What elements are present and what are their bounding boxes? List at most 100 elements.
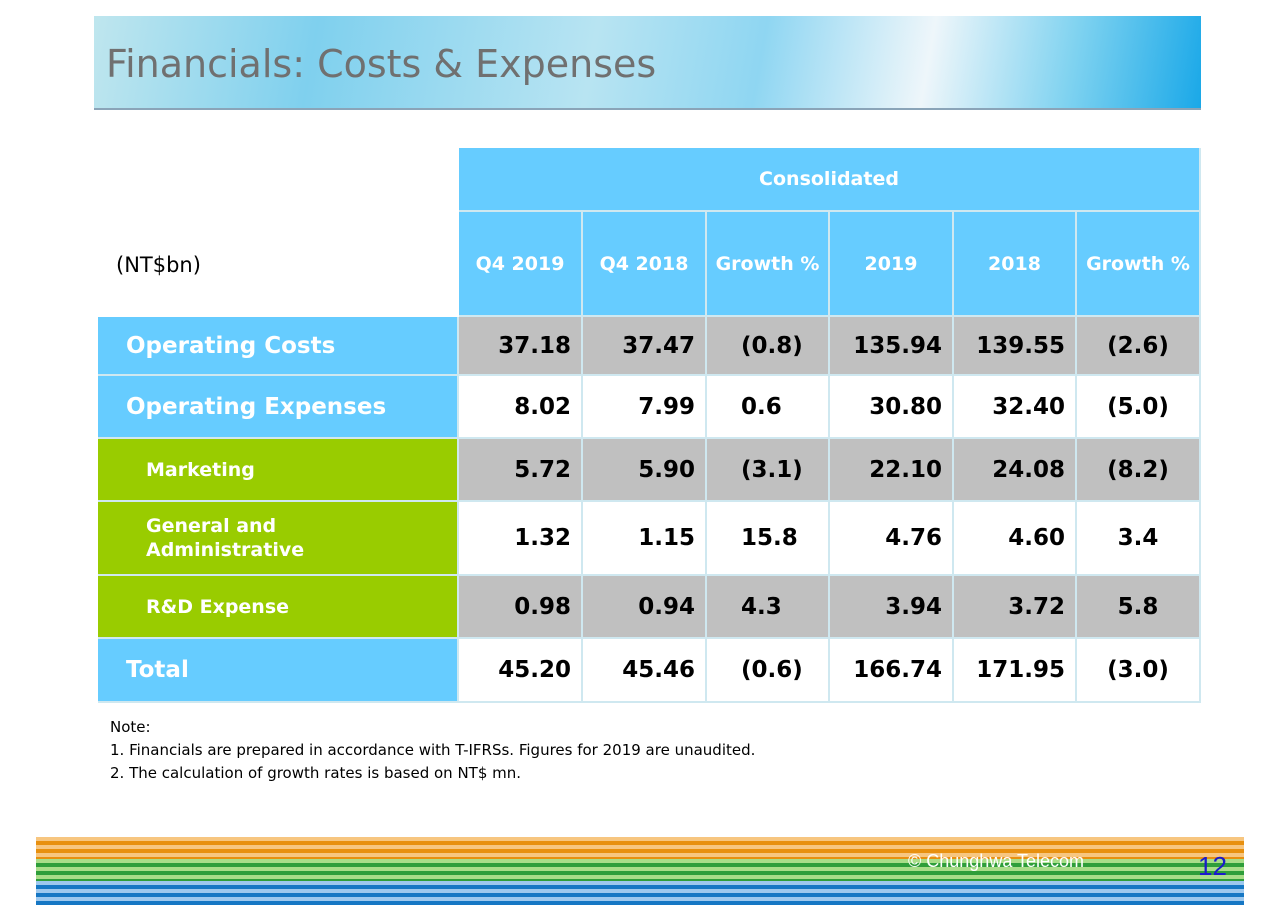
table-cell-text: 45.46 [622, 657, 695, 683]
column-header-text: Q4 2018 [599, 252, 689, 275]
unit-label: (NT$bn) [116, 253, 201, 277]
table-cell: 4.76 [830, 502, 954, 576]
table-cell: 30.80 [830, 376, 954, 439]
copyright: © Chunghwa Telecom [908, 851, 1085, 871]
table-cell: 3.4 [1077, 502, 1201, 576]
row-label: Marketing [98, 439, 459, 502]
table-cell: (0.8) [707, 317, 830, 376]
table-cell: 0.98 [459, 576, 583, 639]
table-cell-text: 8.02 [514, 393, 571, 420]
table-cell-text: (2.6) [1107, 332, 1169, 359]
table-cell: 5.90 [583, 439, 707, 502]
table-cell: (8.2) [1077, 439, 1201, 502]
column-header-text: 2019 [864, 252, 918, 275]
table-cell-text: 3.72 [1008, 593, 1065, 620]
table-cell: 139.55 [954, 317, 1077, 376]
table-cell: 5.8 [1077, 576, 1201, 639]
table-cell: 135.94 [830, 317, 954, 376]
table-cell-text: 24.08 [992, 456, 1065, 483]
column-header-text: Growth % [1086, 252, 1190, 275]
table-cell-text: (0.8) [741, 332, 803, 359]
table-cell-text: 4.60 [1008, 525, 1065, 551]
table-cell-text: 5.8 [1117, 593, 1159, 620]
table-cell-text: 135.94 [853, 332, 942, 359]
page-title: Financials: Costs & Expenses [106, 42, 657, 86]
column-header-text: Q4 2019 [475, 252, 565, 275]
table-cell-text: 22.10 [869, 456, 942, 483]
group-header-consolidated-text: Consolidated [759, 168, 899, 190]
table-cell-text: (3.1) [741, 456, 803, 483]
column-header: 2019 [830, 212, 954, 317]
row-label-text: General and Administrative [146, 515, 305, 561]
table-cell: (2.6) [1077, 317, 1201, 376]
note-item: 2. The calculation of growth rates is ba… [110, 764, 522, 782]
row-label-text: R&D Expense [146, 595, 290, 618]
table-cell: 4.60 [954, 502, 1077, 576]
table-cell: 8.02 [459, 376, 583, 439]
table-cell-text: 1.15 [638, 525, 695, 551]
row-label: General and Administrative [98, 502, 459, 576]
table-cell-text: 0.94 [638, 593, 695, 620]
table-cell-text: 37.18 [498, 332, 571, 359]
table-cell-text: 171.95 [976, 657, 1065, 683]
table-cell-text: 37.47 [622, 332, 695, 359]
table-cell-text: 30.80 [869, 393, 942, 420]
table-cell: 4.3 [707, 576, 830, 639]
table-cell-text: 0.6 [741, 393, 782, 420]
table-cell: 45.46 [583, 639, 707, 703]
table-cell: 5.72 [459, 439, 583, 502]
table-cell: 171.95 [954, 639, 1077, 703]
row-label-text: Operating Expenses [126, 393, 387, 420]
table-cell-text: (3.0) [1107, 657, 1169, 683]
table-cell: (5.0) [1077, 376, 1201, 439]
table-cell: 37.18 [459, 317, 583, 376]
row-label: Operating Expenses [98, 376, 459, 439]
title-banner: Financials: Costs & Expenses [94, 16, 1201, 110]
table-cell-text: 32.40 [992, 393, 1065, 420]
column-header: Growth % [707, 212, 830, 317]
group-header-consolidated: Consolidated [459, 148, 1201, 212]
row-label: R&D Expense [98, 576, 459, 639]
column-header: 2018 [954, 212, 1077, 317]
table-cell: 0.6 [707, 376, 830, 439]
table-cell-text: 0.98 [514, 593, 571, 620]
table-cell-text: 4.76 [885, 525, 942, 551]
table-cell: 45.20 [459, 639, 583, 703]
table-cell: 22.10 [830, 439, 954, 502]
column-header-text: Growth % [715, 252, 820, 275]
table-cell-text: 15.8 [741, 525, 798, 551]
table-cell: 3.94 [830, 576, 954, 639]
table-cell: 1.15 [583, 502, 707, 576]
table-cell-text: 45.20 [498, 657, 571, 683]
column-header: Q4 2018 [583, 212, 707, 317]
row-label-text: Marketing [146, 458, 255, 481]
table-cell-text: 4.3 [741, 593, 782, 620]
table-cell: 32.40 [954, 376, 1077, 439]
page-number: 12 [1198, 851, 1227, 881]
footer-stripes [36, 837, 1244, 905]
row-label: Operating Costs [98, 317, 459, 376]
column-header: Growth % [1077, 212, 1201, 317]
table-cell: 24.08 [954, 439, 1077, 502]
table-cell-text: 5.72 [514, 456, 571, 483]
table-cell: 15.8 [707, 502, 830, 576]
table-cell: 0.94 [583, 576, 707, 639]
note-heading: Note: [110, 718, 151, 736]
table-cell-text: 7.99 [638, 393, 695, 420]
table-cell: (0.6) [707, 639, 830, 703]
row-label-text: Total [126, 657, 189, 683]
table-cell-text: 166.74 [853, 657, 942, 683]
table-cell-text: 1.32 [514, 525, 571, 551]
table-cell: 1.32 [459, 502, 583, 576]
table-cell-text: (0.6) [741, 657, 803, 683]
table-cell: 7.99 [583, 376, 707, 439]
table-cell-text: (8.2) [1107, 456, 1169, 483]
table-cell-text: (5.0) [1107, 393, 1169, 420]
table-cell: 37.47 [583, 317, 707, 376]
note-item: 1. Financials are prepared in accordance… [110, 741, 756, 759]
row-label-text: Operating Costs [126, 332, 336, 359]
table-cell: (3.0) [1077, 639, 1201, 703]
table-cell: 166.74 [830, 639, 954, 703]
table-cell-text: 3.94 [885, 593, 942, 620]
column-header-text: 2018 [988, 252, 1041, 275]
